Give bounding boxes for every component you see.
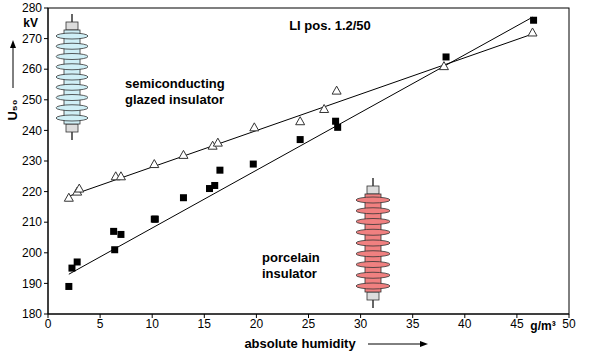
svg-text:kV: kV (23, 16, 38, 30)
svg-text:absolute humidity: absolute humidity (244, 336, 356, 351)
svg-text:20: 20 (250, 317, 264, 331)
svg-text:porcelaininsulator: porcelaininsulator (262, 250, 320, 281)
svg-text:40: 40 (458, 317, 472, 331)
svg-text:210: 210 (22, 215, 42, 229)
svg-text:200: 200 (22, 246, 42, 260)
svg-text:50: 50 (562, 317, 576, 331)
svg-text:g/m³: g/m³ (530, 319, 555, 333)
svg-text:240: 240 (22, 124, 42, 138)
svg-text:5: 5 (97, 317, 104, 331)
svg-text:semiconductingglazed insulator: semiconductingglazed insulator (125, 76, 225, 107)
svg-text:280: 280 (22, 1, 42, 15)
svg-text:U₅₀: U₅₀ (5, 99, 20, 120)
svg-text:250: 250 (22, 93, 42, 107)
svg-text:10: 10 (146, 317, 160, 331)
svg-text:180: 180 (22, 307, 42, 321)
svg-text:LI pos. 1.2/50: LI pos. 1.2/50 (289, 18, 371, 33)
svg-text:0: 0 (45, 317, 52, 331)
svg-text:25: 25 (302, 317, 316, 331)
svg-text:45: 45 (510, 317, 524, 331)
svg-text:270: 270 (22, 32, 42, 46)
svg-text:230: 230 (22, 154, 42, 168)
svg-text:190: 190 (22, 277, 42, 291)
svg-text:15: 15 (198, 317, 212, 331)
svg-text:35: 35 (406, 317, 420, 331)
svg-text:260: 260 (22, 62, 42, 76)
svg-text:30: 30 (354, 317, 368, 331)
svg-text:220: 220 (22, 185, 42, 199)
